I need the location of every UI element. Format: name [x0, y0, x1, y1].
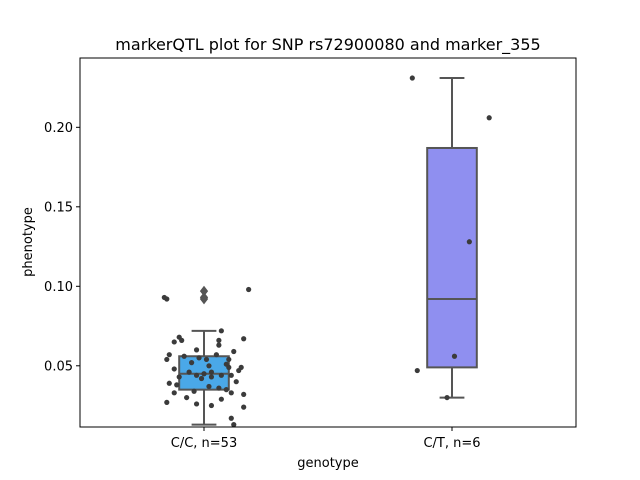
data-point	[171, 366, 177, 372]
data-point	[193, 401, 200, 407]
outlier-marker	[199, 285, 209, 297]
data-point	[164, 356, 170, 363]
x-axis-label: genotype	[297, 456, 358, 471]
data-point	[444, 394, 450, 401]
data-point	[414, 367, 420, 374]
y-axis: 0.05 0.10 0.15 0.20	[44, 121, 80, 374]
data-point	[241, 336, 247, 342]
data-point	[223, 387, 229, 393]
data-point	[203, 356, 210, 363]
data-point	[218, 396, 224, 402]
x-tick-label: C/T, n=6	[423, 436, 480, 451]
x-tick-label: C/C, n=53	[171, 436, 237, 451]
plot-frame	[79, 57, 577, 428]
chart-title: markerQTL plot for SNP rs72900080 and ma…	[115, 35, 540, 55]
data-point	[179, 337, 185, 343]
data-point	[174, 382, 180, 388]
data-point	[218, 328, 224, 334]
data-point	[246, 286, 252, 293]
y-tick-label: 0.15	[44, 200, 73, 215]
data-point	[198, 375, 205, 382]
data-point	[196, 355, 202, 361]
data-point	[166, 352, 172, 358]
data-point	[409, 75, 415, 81]
outlier-marker	[199, 292, 209, 303]
data-point	[228, 390, 234, 396]
plot-content	[161, 75, 492, 428]
data-point	[231, 348, 237, 355]
data-point	[164, 296, 170, 302]
data-point	[206, 363, 212, 369]
data-point	[191, 388, 197, 394]
data-point	[451, 353, 458, 359]
data-point	[193, 372, 200, 378]
data-point	[164, 399, 170, 405]
data-point	[226, 364, 232, 370]
data-point	[181, 353, 187, 359]
data-point	[201, 371, 207, 377]
data-point	[171, 339, 177, 345]
data-point	[218, 372, 224, 378]
data-point	[206, 383, 212, 390]
data-point	[216, 342, 222, 348]
y-tick-label: 0.10	[44, 280, 73, 295]
data-point	[208, 402, 215, 409]
data-point	[226, 356, 232, 363]
data-point	[213, 352, 219, 358]
y-axis-label: phenotype	[21, 207, 36, 277]
data-point	[216, 385, 222, 391]
data-point	[166, 380, 172, 386]
data-point	[176, 374, 182, 380]
y-tick-label: 0.20	[44, 121, 73, 136]
x-axis: C/C, n=53 C/T, n=6	[171, 427, 481, 451]
data-point	[184, 394, 190, 401]
data-point	[228, 372, 234, 378]
data-point	[216, 337, 222, 343]
data-point	[466, 239, 472, 245]
y-tick-label: 0.05	[44, 359, 73, 374]
data-point	[228, 415, 234, 421]
data-point	[208, 374, 215, 380]
data-point	[241, 391, 247, 398]
data-point	[236, 367, 242, 374]
box-group-1	[409, 75, 492, 401]
data-point	[186, 369, 192, 375]
data-point	[171, 390, 177, 396]
data-point	[233, 379, 239, 385]
iqr-box	[426, 146, 478, 369]
data-point	[241, 404, 247, 410]
data-point	[208, 369, 215, 375]
box-group-0	[161, 285, 252, 428]
data-point	[231, 422, 237, 428]
data-point	[486, 115, 492, 121]
data-point	[189, 360, 195, 366]
data-point	[193, 347, 200, 353]
